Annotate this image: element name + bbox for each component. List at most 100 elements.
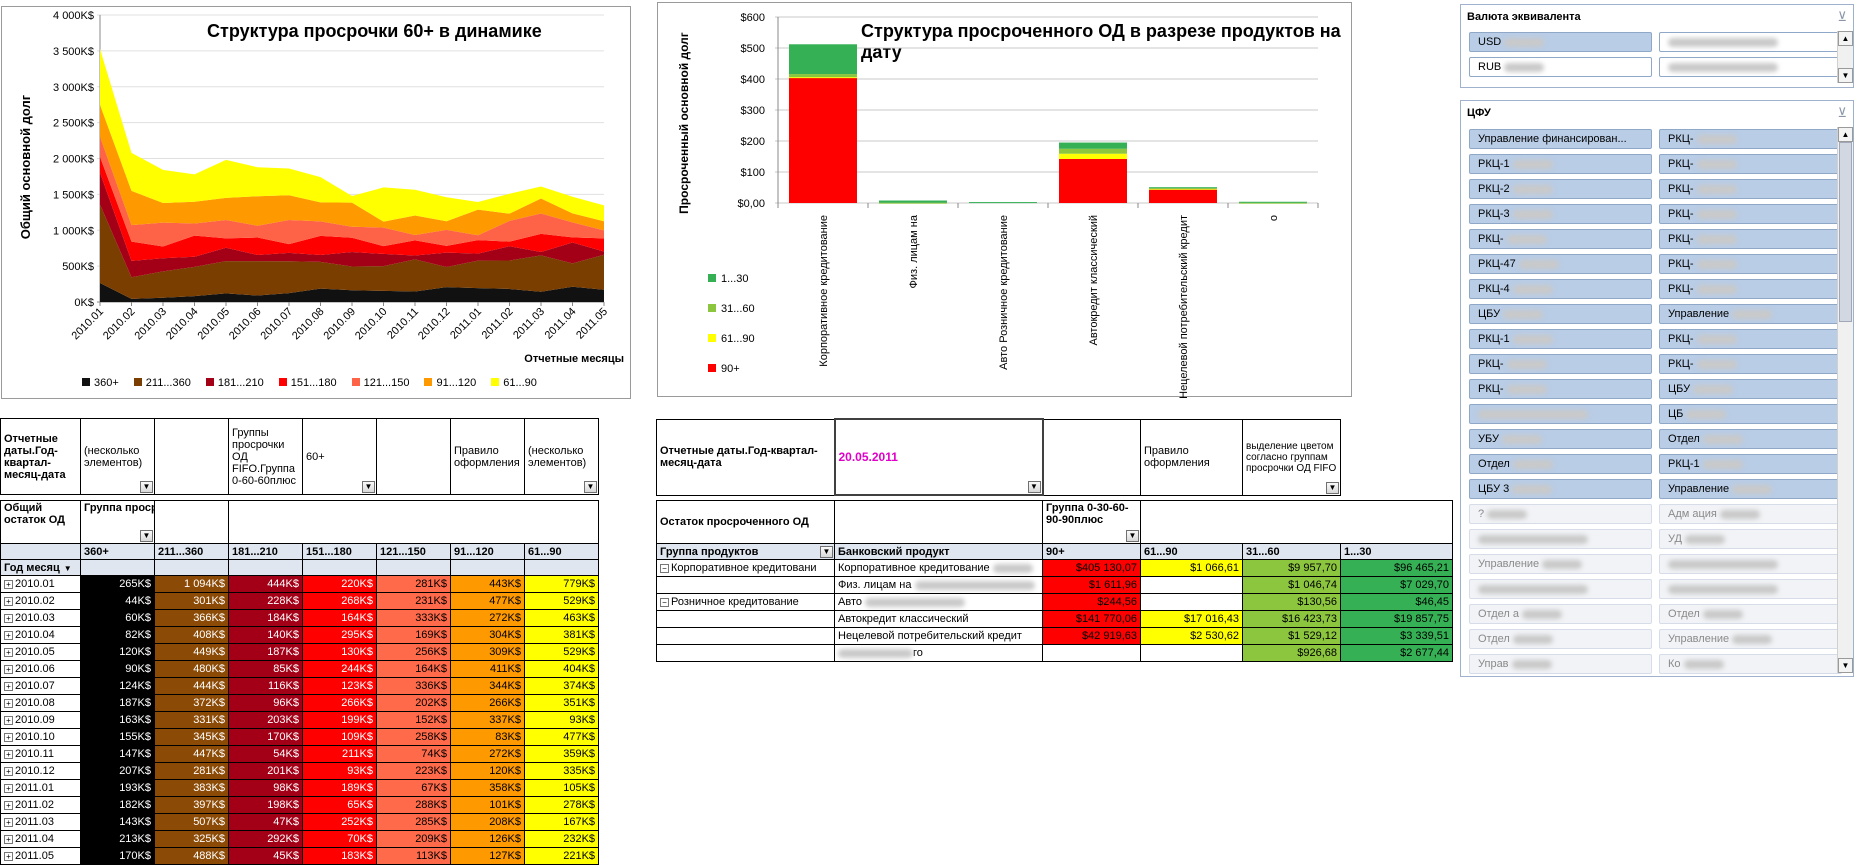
slicer-item[interactable]: Ко xyxy=(1659,654,1842,674)
expand-icon[interactable]: + xyxy=(4,818,13,827)
slicer-item[interactable]: РКЦ- xyxy=(1469,354,1652,374)
row-header[interactable]: +2011.02 xyxy=(0,796,81,814)
slicer-item[interactable]: Отдел а xyxy=(1469,604,1652,624)
expand-icon[interactable]: + xyxy=(4,597,13,606)
row-header[interactable]: +2010.02 xyxy=(0,592,81,610)
slicer-item[interactable] xyxy=(1469,529,1652,549)
clear-filter-icon[interactable]: ⊻ xyxy=(1837,105,1847,120)
slicer-item[interactable]: РКЦ-1 xyxy=(1659,454,1842,474)
slicer-item[interactable]: Отдел xyxy=(1469,454,1652,474)
slicer-item[interactable] xyxy=(1469,404,1652,424)
slicer-item[interactable]: РКЦ-4 xyxy=(1469,279,1652,299)
overdue-by-product-chart[interactable]: Структура просроченного ОД в разрезе про… xyxy=(657,2,1352,398)
slicer-item[interactable]: Отдел xyxy=(1469,629,1652,649)
sort-dropdown-icon[interactable]: ▼ xyxy=(63,563,72,573)
row-header[interactable]: +2011.03 xyxy=(0,813,81,831)
expand-icon[interactable]: + xyxy=(4,614,13,623)
slicer-item[interactable]: РКЦ- xyxy=(1659,254,1842,274)
scroll-down-icon[interactable]: ▼ xyxy=(1838,68,1853,83)
slicer-item[interactable]: РКЦ- xyxy=(1659,279,1842,299)
expand-icon[interactable]: + xyxy=(4,665,13,674)
row-header[interactable]: +2010.11 xyxy=(0,745,81,763)
group-header[interactable]: − Розничное кредитование xyxy=(656,593,835,611)
slicer-item[interactable]: РКЦ-1 xyxy=(1469,329,1652,349)
row-header[interactable]: +2010.09 xyxy=(0,711,81,729)
slicer-item[interactable]: РКЦ-1 xyxy=(1469,154,1652,174)
slicer-item[interactable]: РКЦ- xyxy=(1659,329,1842,349)
filter-dropdown-icon[interactable]: ▼ xyxy=(140,481,153,493)
collapse-icon[interactable]: − xyxy=(660,564,669,573)
expand-icon[interactable]: + xyxy=(4,716,13,725)
slicer-item[interactable]: РКЦ- xyxy=(1469,229,1652,249)
slicer-item[interactable]: ЦБ xyxy=(1659,404,1842,424)
slicer-item[interactable]: Отдел xyxy=(1659,604,1842,624)
cfu-slicer-scrollbar[interactable]: ▲ ▼ xyxy=(1837,127,1853,673)
expand-icon[interactable]: + xyxy=(4,631,13,640)
slicer-item[interactable]: РКЦ- xyxy=(1659,354,1842,374)
currency-slicer-scrollbar[interactable]: ▲ ▼ xyxy=(1837,31,1853,83)
scroll-thumb[interactable] xyxy=(1839,142,1852,322)
slicer-item[interactable]: РКЦ- xyxy=(1469,379,1652,399)
slicer-item[interactable]: РКЦ- xyxy=(1659,179,1842,199)
slicer-item[interactable]: УБУ xyxy=(1469,429,1652,449)
expand-icon[interactable]: + xyxy=(4,648,13,657)
filter-dropdown-icon[interactable]: ▼ xyxy=(1326,481,1339,494)
scroll-up-icon[interactable]: ▲ xyxy=(1838,127,1853,142)
slicer-item[interactable]: УД xyxy=(1659,529,1842,549)
filter-dropdown-icon[interactable]: ▼ xyxy=(820,546,833,558)
slicer-item[interactable]: ЦБУ xyxy=(1469,304,1652,324)
slicer-item[interactable] xyxy=(1659,57,1842,77)
slicer-item[interactable] xyxy=(1659,554,1842,574)
slicer-item[interactable]: РКЦ-2 xyxy=(1469,179,1652,199)
filter-dropdown-icon[interactable]: ▼ xyxy=(362,481,375,493)
expand-icon[interactable]: + xyxy=(4,835,13,844)
row-header[interactable]: +2011.04 xyxy=(0,830,81,848)
row-header[interactable]: +2010.12 xyxy=(0,762,81,780)
pivot1-row-field-header[interactable]: Год месяц ▼ xyxy=(0,559,81,576)
slicer-item[interactable]: Управление xyxy=(1659,304,1842,324)
slicer-item[interactable]: Управление финансирован... xyxy=(1469,129,1652,149)
slicer-item[interactable]: RUB xyxy=(1469,57,1652,77)
expand-icon[interactable]: + xyxy=(4,699,13,708)
expand-icon[interactable]: + xyxy=(4,784,13,793)
scroll-down-icon[interactable]: ▼ xyxy=(1838,658,1853,673)
row-header[interactable]: +2010.04 xyxy=(0,626,81,644)
group-header[interactable]: − Корпоративное кредитовани xyxy=(656,559,835,577)
expand-icon[interactable]: + xyxy=(4,852,13,861)
slicer-item[interactable]: Управление xyxy=(1659,479,1842,499)
row-header[interactable]: +2010.08 xyxy=(0,694,81,712)
slicer-item[interactable]: РКЦ- xyxy=(1659,129,1842,149)
row-header[interactable]: +2010.06 xyxy=(0,660,81,678)
slicer-item[interactable]: USD xyxy=(1469,32,1652,52)
slicer-item[interactable]: Управление xyxy=(1469,554,1652,574)
slicer-item[interactable] xyxy=(1659,579,1842,599)
slicer-item[interactable]: ЦБУ xyxy=(1659,379,1842,399)
row-header[interactable]: +2010.05 xyxy=(0,643,81,661)
expand-icon[interactable]: + xyxy=(4,580,13,589)
slicer-item[interactable]: РКЦ- xyxy=(1659,154,1842,174)
slicer-item[interactable]: РКЦ- xyxy=(1659,229,1842,249)
slicer-item[interactable] xyxy=(1659,32,1842,52)
slicer-item[interactable] xyxy=(1469,579,1652,599)
expand-icon[interactable]: + xyxy=(4,801,13,810)
filter-dropdown-icon[interactable]: ▼ xyxy=(1126,530,1139,542)
row-header[interactable]: +2010.07 xyxy=(0,677,81,695)
filter-dropdown-icon[interactable]: ▼ xyxy=(1027,481,1041,493)
row-header[interactable]: +2011.01 xyxy=(0,779,81,797)
slicer-item[interactable]: Адм ация xyxy=(1659,504,1842,524)
slicer-item[interactable]: Управление xyxy=(1659,629,1842,649)
clear-filter-icon[interactable]: ⊻ xyxy=(1837,9,1847,24)
slicer-item[interactable]: ЦБУ 3 xyxy=(1469,479,1652,499)
expand-icon[interactable]: + xyxy=(4,767,13,776)
filter-dropdown-icon[interactable]: ▼ xyxy=(140,530,153,542)
slicer-item[interactable]: РКЦ-3 xyxy=(1469,204,1652,224)
row-header[interactable]: +2010.10 xyxy=(0,728,81,746)
row-header[interactable]: +2011.05 xyxy=(0,847,81,865)
slicer-item[interactable]: ? xyxy=(1469,504,1652,524)
slicer-item[interactable]: РКЦ- xyxy=(1659,204,1842,224)
slicer-item[interactable]: Управ xyxy=(1469,654,1652,674)
slicer-item[interactable]: Отдел xyxy=(1659,429,1842,449)
row-header[interactable]: +2010.03 xyxy=(0,609,81,627)
expand-icon[interactable]: + xyxy=(4,682,13,691)
expand-icon[interactable]: + xyxy=(4,750,13,759)
